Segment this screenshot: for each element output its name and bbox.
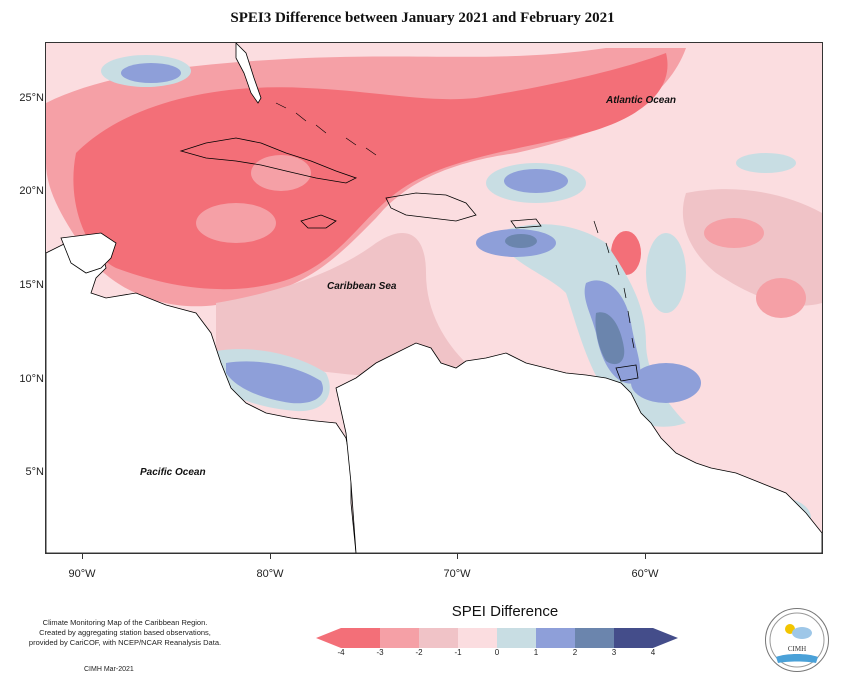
spei-positive-east bbox=[646, 233, 686, 313]
island-trinidad bbox=[615, 364, 639, 382]
pacific-ocean-label: Pacific Ocean bbox=[140, 467, 206, 478]
spei-east-red-patch bbox=[704, 218, 764, 248]
legend-tick-label: -4 bbox=[337, 648, 345, 657]
lat-tick-label: 25°N bbox=[19, 92, 44, 104]
spei-positive-central-core bbox=[504, 169, 568, 193]
spei-positive-nw-core bbox=[121, 63, 181, 83]
wave-icon bbox=[776, 654, 818, 663]
legend-tick-label: -2 bbox=[415, 648, 423, 657]
island-bahamas bbox=[275, 102, 377, 156]
spei-weaker-patch-2 bbox=[251, 155, 311, 191]
legend-title: SPEI Difference bbox=[451, 603, 559, 620]
legend-arrow-high bbox=[653, 628, 678, 648]
lon-tick-mark bbox=[645, 553, 646, 559]
legend-swatch bbox=[380, 628, 419, 648]
legend-tick-label: 2 bbox=[572, 648, 578, 657]
map-title: SPEI3 Difference between January 2021 an… bbox=[230, 10, 615, 26]
legend-arrow-low bbox=[316, 628, 341, 648]
legend-swatch bbox=[458, 628, 497, 648]
legend-swatch bbox=[536, 628, 575, 648]
legend-swatch bbox=[341, 628, 380, 648]
spei-map bbox=[46, 43, 822, 553]
legend-swatch bbox=[419, 628, 458, 648]
caribbean-sea-label: Caribbean Sea bbox=[327, 281, 397, 292]
spei-east-red-patch-2 bbox=[756, 278, 806, 318]
lon-tick-label: 70°W bbox=[443, 568, 471, 580]
legend-tick-label: -1 bbox=[454, 648, 462, 657]
spei-east-pink-zone bbox=[682, 189, 822, 306]
spei-caribbean-zone bbox=[216, 233, 466, 376]
spei-positive-gulf-honduras-core bbox=[226, 361, 323, 404]
island-puerto-rico bbox=[510, 218, 542, 229]
footer-line: Created by aggregating station based obs… bbox=[39, 628, 211, 637]
spei-weaker-patch bbox=[196, 203, 276, 243]
lon-tick-label: 60°W bbox=[631, 568, 659, 580]
island-cuba bbox=[179, 137, 358, 184]
legend-tick-label: 4 bbox=[650, 648, 656, 657]
footer-date: CIMH Mar-2021 bbox=[84, 666, 134, 673]
logo-text: CIMH bbox=[787, 645, 807, 653]
lat-tick-label: 15°N bbox=[19, 279, 44, 291]
lat-tick-label: 20°N bbox=[19, 185, 44, 197]
spei-positive-east-2 bbox=[736, 153, 796, 173]
lon-tick-label: 80°W bbox=[256, 568, 284, 580]
island-lesser-antilles bbox=[593, 220, 635, 349]
footer-description: Climate Monitoring Map of the Caribbean … bbox=[20, 618, 230, 648]
footer-line: Climate Monitoring Map of the Caribbean … bbox=[42, 618, 208, 627]
land-south-america bbox=[335, 342, 822, 553]
lat-tick-label: 10°N bbox=[19, 373, 44, 385]
legend-colorbar bbox=[316, 628, 678, 648]
legend-swatch bbox=[497, 628, 536, 648]
spei-strong-positive-antilles bbox=[595, 312, 625, 365]
footer-line: provided by CariCOF, with NCEP/NCAR Rean… bbox=[28, 638, 222, 647]
legend-swatch bbox=[614, 628, 653, 648]
land-yucatan bbox=[60, 232, 117, 274]
legend-swatch bbox=[575, 628, 614, 648]
atlantic-ocean-label: Atlantic Ocean bbox=[606, 95, 677, 106]
lon-tick-label: 90°W bbox=[68, 568, 96, 580]
spei-positive-trinidad bbox=[631, 363, 701, 403]
logo-emblem-icon bbox=[769, 612, 825, 668]
legend-tick-label: 3 bbox=[611, 648, 617, 657]
cimh-logo: CIMH bbox=[765, 608, 829, 672]
land-florida bbox=[235, 43, 262, 104]
legend-tick-label: 1 bbox=[533, 648, 539, 657]
lat-tick-label: 5°N bbox=[25, 466, 44, 478]
legend-tick-label: -3 bbox=[376, 648, 384, 657]
legend-tick-label: 0 bbox=[494, 648, 500, 657]
cloud-icon bbox=[792, 627, 812, 639]
island-hispaniola bbox=[385, 192, 477, 222]
lon-tick-mark bbox=[457, 553, 458, 559]
map-panel bbox=[45, 42, 823, 554]
spei-positive-pr-core bbox=[505, 234, 537, 248]
lon-tick-mark bbox=[82, 553, 83, 559]
lon-tick-mark bbox=[270, 553, 271, 559]
island-jamaica bbox=[300, 214, 337, 229]
